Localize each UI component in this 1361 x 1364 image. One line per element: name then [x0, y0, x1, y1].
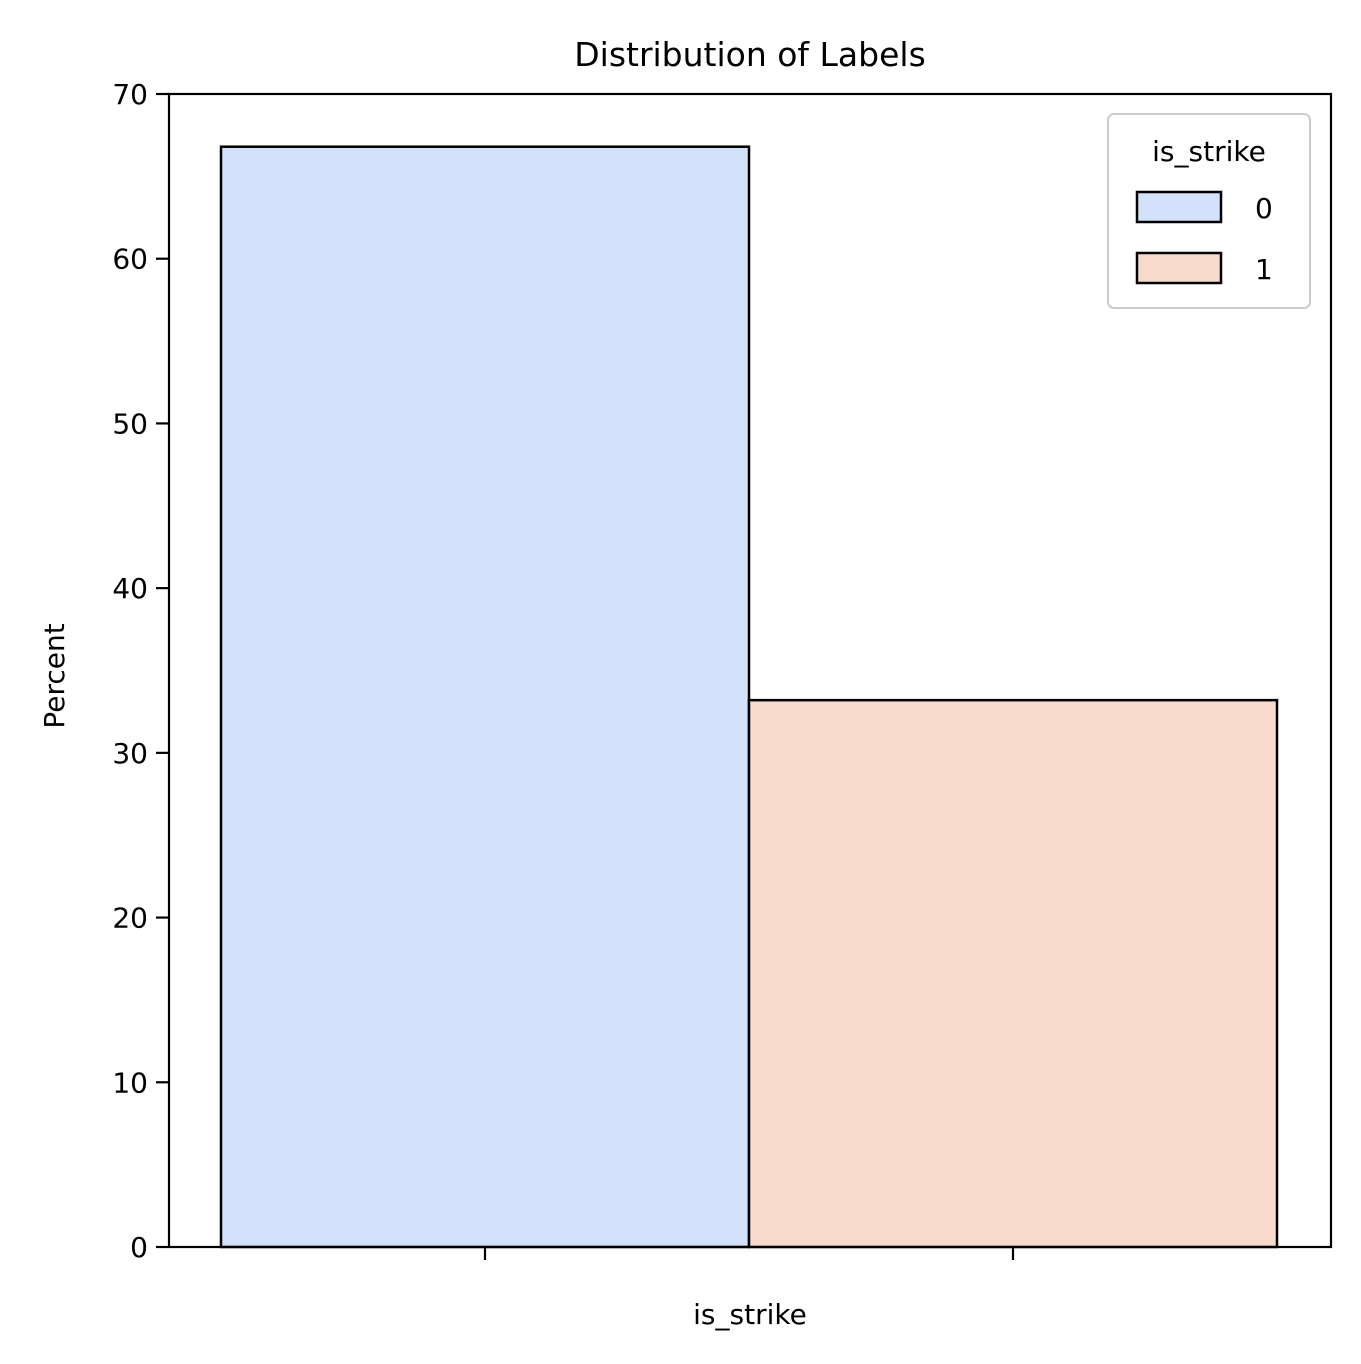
legend-entries: 01 [1135, 190, 1273, 286]
y-tick-label: 60 [112, 243, 148, 276]
y-axis: 0 10 20 30 40 50 60 70 [112, 78, 169, 1264]
y-tick-label: 10 [112, 1066, 148, 1099]
y-axis-label: Percent [38, 623, 71, 728]
x-axis-label: is_strike [693, 1298, 807, 1331]
plot-frame [167, 92, 1333, 1249]
legend-label-1: 1 [1255, 253, 1273, 286]
legend-swatch-1 [1135, 251, 1223, 285]
y-tick-label: 70 [112, 78, 148, 111]
legend-title: is_strike [1152, 135, 1266, 168]
y-tick-label: 30 [112, 737, 148, 770]
y-tick-label: 20 [112, 902, 148, 935]
y-tick-label: 40 [112, 572, 148, 605]
y-tick-label: 0 [130, 1231, 148, 1264]
x-axis [483, 1247, 1015, 1260]
legend: is_strike 01 [1107, 113, 1311, 309]
bar-1 [747, 698, 1279, 1249]
chart-title: Distribution of Labels [574, 35, 926, 74]
legend-swatch-0 [1135, 190, 1223, 224]
y-tick-label: 50 [112, 407, 148, 440]
bars [219, 145, 1279, 1249]
legend-label-0: 0 [1255, 192, 1273, 225]
bar-0 [219, 145, 751, 1249]
